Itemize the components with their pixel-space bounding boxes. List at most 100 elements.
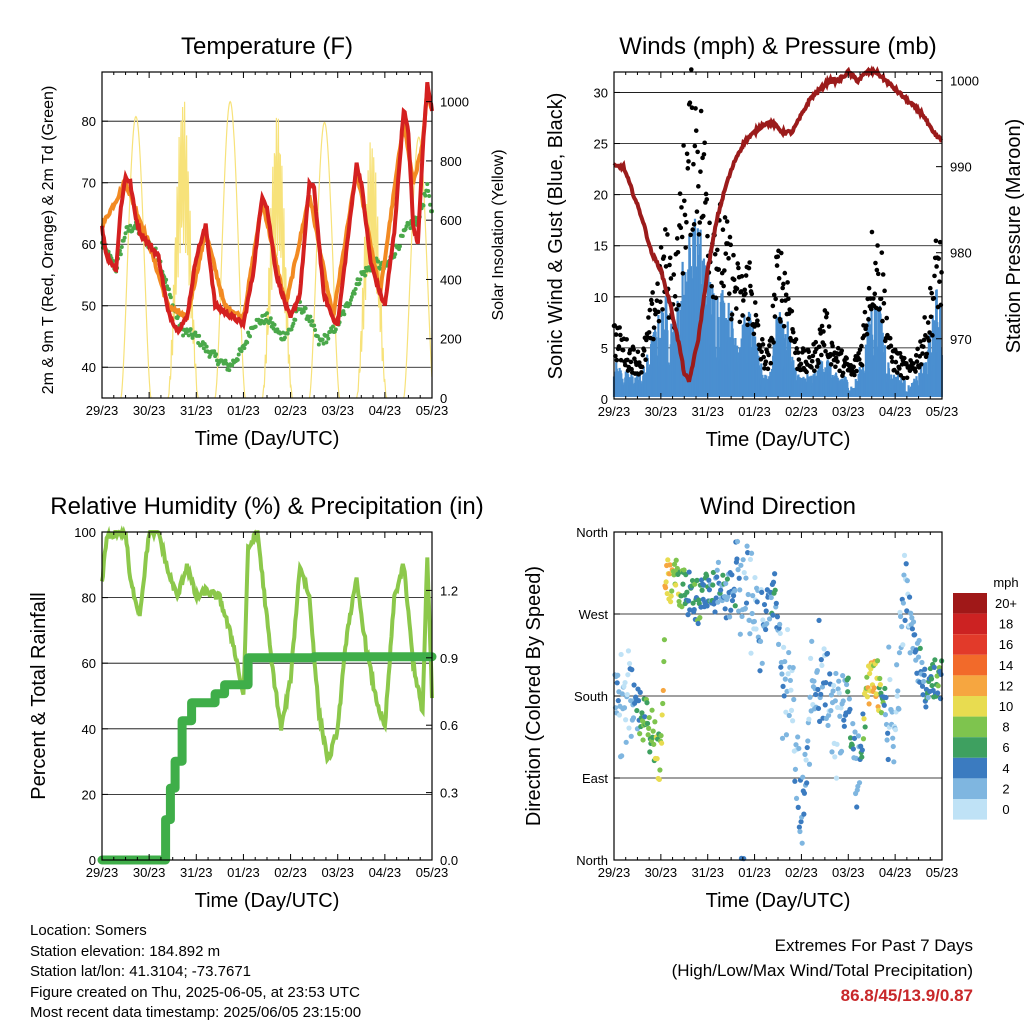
direction-point bbox=[667, 562, 673, 568]
direction-point bbox=[840, 672, 846, 679]
gust-point bbox=[821, 329, 826, 334]
gust-point bbox=[755, 322, 761, 328]
dewpoint-point bbox=[265, 311, 269, 316]
gust-point bbox=[795, 350, 801, 355]
direction-point bbox=[773, 600, 779, 606]
x-tick-label: 30/23 bbox=[133, 865, 166, 880]
dewpoint-point bbox=[342, 312, 347, 317]
direction-point bbox=[921, 672, 927, 678]
direction-point bbox=[673, 557, 679, 563]
direction-point bbox=[703, 573, 710, 579]
colorbar-label: 4 bbox=[1002, 761, 1009, 776]
gust-point bbox=[772, 314, 778, 319]
dewpoint-point bbox=[204, 344, 209, 349]
gust-point bbox=[747, 260, 752, 265]
gust-point bbox=[760, 337, 765, 342]
gust-point bbox=[617, 325, 622, 330]
chart-title: Temperature (F) bbox=[181, 33, 353, 60]
dewpoint-point bbox=[324, 340, 329, 345]
direction-point bbox=[897, 613, 904, 620]
gust-point bbox=[651, 336, 656, 342]
direction-point bbox=[834, 741, 840, 747]
direction-point bbox=[843, 681, 850, 688]
gust-point bbox=[850, 369, 856, 374]
gust-point bbox=[894, 370, 900, 375]
gust-point bbox=[715, 247, 720, 253]
gust-point bbox=[690, 227, 696, 232]
gust-point bbox=[783, 292, 789, 298]
gust-point bbox=[660, 307, 665, 312]
gust-point bbox=[862, 309, 868, 315]
direction-point bbox=[615, 672, 621, 678]
gust-point bbox=[816, 344, 822, 350]
direction-point bbox=[830, 688, 836, 694]
direction-point bbox=[729, 597, 736, 604]
gust-point bbox=[819, 352, 824, 358]
gust-point bbox=[763, 359, 769, 364]
location-text: Location: Somers bbox=[30, 922, 147, 939]
direction-point bbox=[801, 811, 807, 817]
gust-point bbox=[928, 314, 934, 320]
gust-point bbox=[661, 254, 667, 259]
direction-point bbox=[629, 667, 635, 673]
gust-point bbox=[742, 287, 748, 293]
gust-point bbox=[693, 106, 698, 111]
chart-panel-0 bbox=[100, 81, 434, 399]
direction-point bbox=[616, 712, 623, 718]
colorbar-swatch bbox=[953, 757, 987, 779]
gust-point bbox=[936, 256, 942, 261]
direction-point bbox=[656, 776, 662, 783]
y2-tick-label: 600 bbox=[440, 213, 462, 228]
dewpoint-point bbox=[325, 333, 330, 338]
gust-point bbox=[933, 238, 939, 244]
insolation-line bbox=[356, 142, 388, 399]
gust-point bbox=[833, 364, 838, 370]
y-tick-label: 20 bbox=[82, 787, 96, 802]
gust-point bbox=[917, 354, 923, 359]
direction-point bbox=[750, 593, 756, 599]
gust-point bbox=[851, 364, 856, 370]
dewpoint-point bbox=[427, 193, 432, 198]
gust-point bbox=[720, 227, 726, 233]
insolation-line bbox=[403, 136, 433, 399]
direction-point bbox=[816, 617, 822, 623]
direction-point bbox=[799, 840, 805, 846]
direction-point bbox=[647, 749, 653, 755]
gust-point bbox=[774, 263, 780, 268]
insolation-line bbox=[308, 121, 341, 399]
direction-point bbox=[889, 709, 895, 715]
direction-point bbox=[659, 712, 665, 718]
gust-point bbox=[767, 343, 772, 348]
gust-point bbox=[927, 330, 932, 335]
dewpoint-point bbox=[326, 336, 331, 341]
gust-point bbox=[789, 308, 795, 314]
direction-point bbox=[679, 604, 685, 610]
gust-point bbox=[904, 375, 910, 381]
direction-point bbox=[791, 696, 797, 703]
direction-point bbox=[894, 693, 900, 699]
dewpoint-point bbox=[349, 295, 354, 300]
direction-point bbox=[772, 587, 778, 593]
gust-point bbox=[773, 296, 778, 302]
direction-point bbox=[770, 612, 776, 618]
direction-point bbox=[754, 599, 760, 605]
gust-point bbox=[655, 281, 660, 287]
gust-point bbox=[696, 184, 701, 189]
direction-point bbox=[917, 679, 923, 685]
gust-point bbox=[864, 331, 870, 337]
gust-point bbox=[729, 312, 735, 317]
colorbar-swatch bbox=[953, 634, 987, 655]
direction-point bbox=[896, 706, 902, 712]
direction-point bbox=[759, 660, 765, 666]
direction-point bbox=[859, 754, 865, 760]
dewpoint-point bbox=[212, 349, 217, 354]
dewpoint-point bbox=[164, 277, 169, 282]
direction-point bbox=[630, 715, 637, 721]
direction-point bbox=[873, 691, 880, 697]
gust-point bbox=[816, 360, 821, 366]
dewpoint-point bbox=[262, 321, 267, 326]
gust-point bbox=[920, 351, 925, 356]
gust-point bbox=[665, 232, 670, 237]
x-tick-label: 05/23 bbox=[926, 865, 959, 880]
